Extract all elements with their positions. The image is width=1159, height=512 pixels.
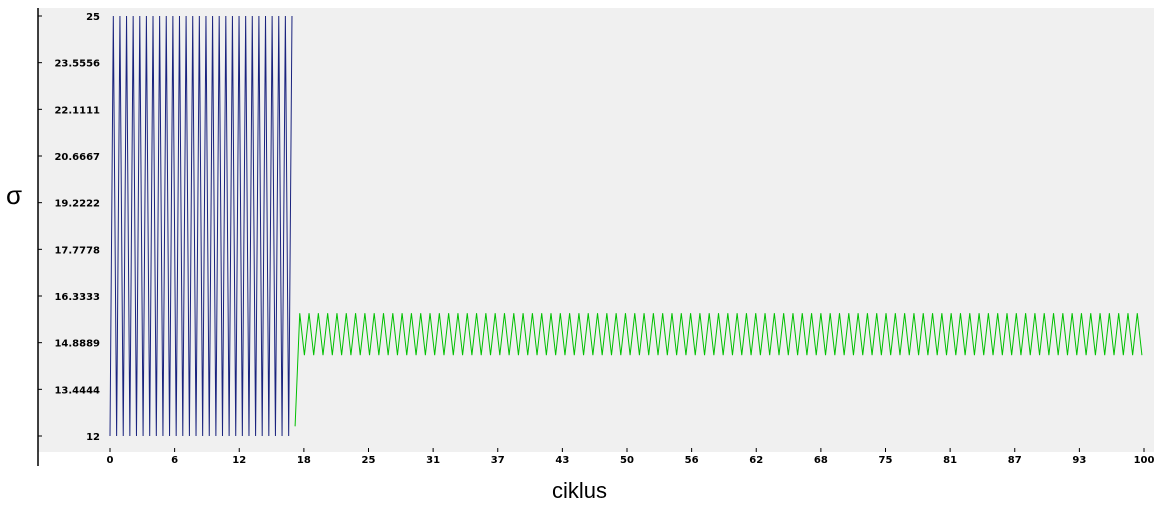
y-tick-label: 25 [86, 12, 100, 23]
x-tick-label: 0 [107, 455, 114, 466]
x-tick-label: 62 [749, 455, 763, 466]
x-tick-label: 43 [555, 455, 569, 466]
series-line-2 [294, 313, 1143, 427]
x-axis-label: ciklus [551, 478, 607, 503]
x-tick-label: 25 [362, 455, 376, 466]
y-tick-label: 12 [86, 432, 100, 443]
x-tick-label: 50 [620, 455, 634, 466]
x-tick-label: 87 [1008, 455, 1022, 466]
y-tick-label: 19.2222 [54, 199, 100, 210]
y-tick-label: 16.3333 [54, 292, 100, 303]
y-axis-label: σ [6, 180, 23, 210]
x-tick-label: 31 [426, 455, 440, 466]
x-tick-label: 100 [1134, 455, 1155, 466]
y-tick-label: 17.7778 [54, 245, 100, 256]
series-line-1 [109, 15, 293, 437]
y-tick-label: 23.5556 [54, 59, 100, 70]
x-tick-label: 93 [1072, 455, 1086, 466]
y-tick-label: 14.8889 [54, 339, 100, 350]
y-tick-label: 20.6667 [54, 152, 100, 163]
x-tick-label: 18 [297, 455, 311, 466]
x-tick-label: 68 [814, 455, 828, 466]
y-tick-label: 13.4444 [54, 385, 100, 396]
y-tick-label: 22.1111 [54, 105, 100, 116]
x-tick-label: 81 [943, 455, 957, 466]
x-tick-label: 56 [685, 455, 699, 466]
x-tick-label: 6 [171, 455, 178, 466]
x-tick-label: 75 [879, 455, 893, 466]
x-tick-label: 37 [491, 455, 505, 466]
x-tick-label: 12 [232, 455, 246, 466]
